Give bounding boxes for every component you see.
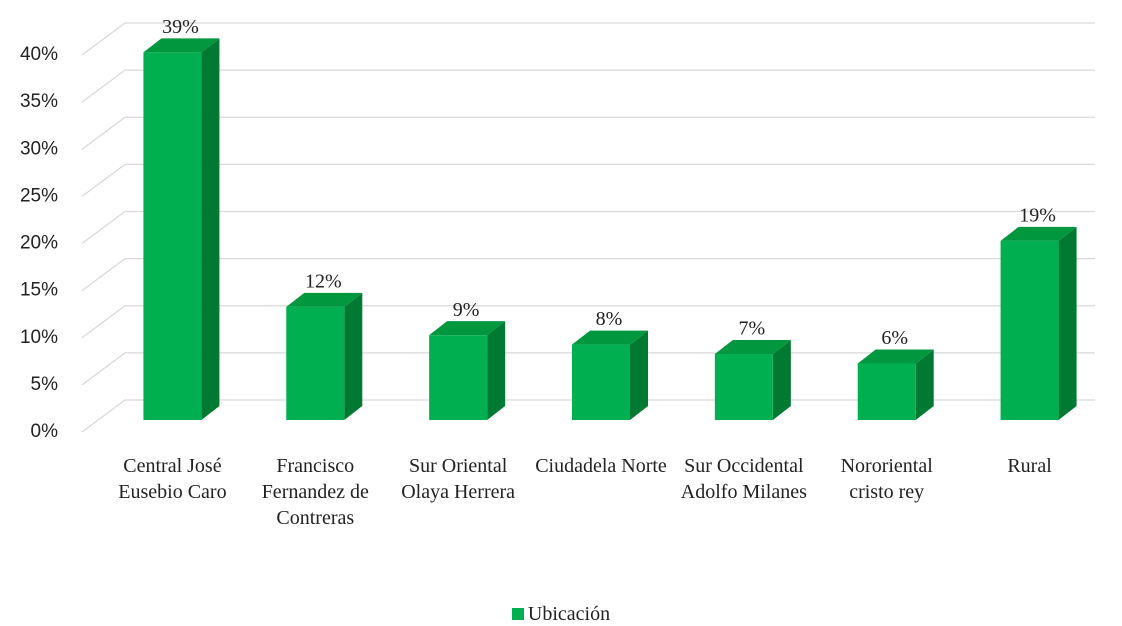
bar-side bbox=[344, 292, 363, 420]
grid-line bbox=[81, 257, 1095, 292]
grid-line bbox=[81, 305, 1095, 339]
bar-top bbox=[143, 38, 220, 53]
bar-top bbox=[714, 340, 791, 355]
x-tick-label: Central José Eusebio Caro bbox=[118, 455, 227, 503]
bar-side bbox=[772, 340, 791, 420]
bar-front bbox=[572, 344, 630, 420]
bar bbox=[714, 340, 791, 420]
y-tick-label: 30% bbox=[20, 138, 58, 159]
legend-swatch bbox=[511, 608, 524, 620]
bar bbox=[857, 349, 934, 420]
bar-front bbox=[1000, 240, 1059, 420]
bar-top bbox=[857, 349, 934, 364]
y-tick-label: 20% bbox=[20, 233, 58, 254]
y-tick-label: 35% bbox=[20, 91, 58, 112]
bar-side bbox=[201, 38, 220, 421]
grid-line bbox=[81, 210, 1095, 245]
bar bbox=[143, 38, 220, 421]
legend-label: Ubicación bbox=[527, 603, 611, 625]
bar-front bbox=[857, 363, 916, 420]
value-label: 6% bbox=[881, 327, 908, 349]
x-tick-label: Rural bbox=[1007, 455, 1052, 477]
value-label: 8% bbox=[596, 308, 623, 330]
bar bbox=[286, 292, 363, 420]
grid-line bbox=[81, 69, 1095, 103]
grid-line bbox=[81, 163, 1095, 197]
value-label: 9% bbox=[453, 299, 480, 321]
bar bbox=[1000, 226, 1077, 420]
value-label: 19% bbox=[1019, 205, 1056, 227]
y-tick-label: 0% bbox=[31, 421, 59, 442]
bar-front bbox=[429, 335, 488, 420]
bar bbox=[572, 330, 648, 420]
value-label: 7% bbox=[739, 318, 766, 340]
bar-side bbox=[1058, 226, 1077, 420]
grid-line bbox=[81, 22, 1095, 56]
bar-top bbox=[1000, 226, 1077, 241]
x-tick-label: Nororiental cristo rey bbox=[840, 455, 933, 503]
bar-front bbox=[143, 52, 202, 421]
y-tick-label: 25% bbox=[20, 185, 58, 206]
bar-front bbox=[286, 306, 345, 420]
bar-front bbox=[714, 354, 773, 420]
bar-top bbox=[286, 292, 363, 307]
y-tick-label: 10% bbox=[20, 327, 58, 348]
y-tick-label: 15% bbox=[20, 280, 58, 301]
value-label: 12% bbox=[305, 270, 342, 292]
bar-side bbox=[915, 349, 934, 420]
bar-side bbox=[630, 330, 648, 420]
bar-side bbox=[487, 321, 506, 420]
bar-top bbox=[429, 321, 506, 336]
bar bbox=[429, 321, 506, 420]
x-tick-label: Sur Oriental Olaya Herrera bbox=[401, 455, 516, 503]
x-tick-label: Ciudadela Norte bbox=[535, 455, 667, 477]
value-label: 39% bbox=[162, 16, 199, 38]
y-tick-label: 5% bbox=[31, 374, 59, 395]
x-tick-label: Francisco Fernandez de Contreras bbox=[261, 455, 369, 529]
legend: Ubicación bbox=[0, 603, 1122, 626]
x-tick-label: Sur Occidental Adolfo Milanes bbox=[680, 455, 807, 503]
bar-top bbox=[572, 330, 648, 345]
y-tick-label: 40% bbox=[20, 44, 58, 65]
grid-line bbox=[81, 116, 1095, 150]
